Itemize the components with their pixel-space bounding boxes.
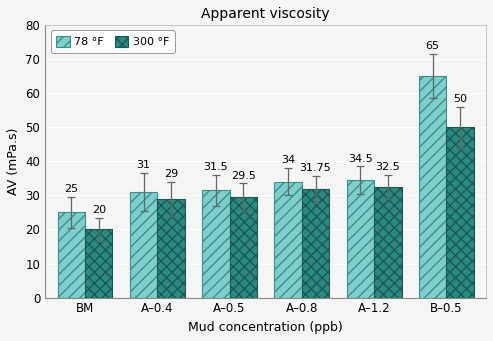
Bar [302, 189, 329, 298]
Bar [446, 127, 474, 298]
X-axis label: Mud concentration (ppb): Mud concentration (ppb) [188, 321, 343, 334]
Text: 31.75: 31.75 [300, 163, 331, 173]
Text: 29: 29 [164, 169, 178, 179]
Text: 34: 34 [281, 155, 295, 165]
Bar [419, 76, 446, 298]
Text: 25: 25 [64, 184, 78, 194]
Title: Apparent viscosity: Apparent viscosity [201, 7, 330, 21]
Bar [374, 187, 401, 298]
Text: 32.5: 32.5 [375, 162, 400, 172]
Bar [157, 199, 185, 298]
Bar [85, 229, 112, 298]
Text: 29.5: 29.5 [231, 171, 256, 181]
Text: 20: 20 [92, 205, 106, 215]
Bar [347, 180, 374, 298]
Text: 50: 50 [453, 94, 467, 104]
Bar [274, 182, 302, 298]
Text: 34.5: 34.5 [348, 154, 373, 164]
Legend: 78 °F, 300 °F: 78 °F, 300 °F [51, 30, 175, 53]
Text: 31: 31 [137, 161, 150, 170]
Bar [58, 212, 85, 298]
Bar [130, 192, 157, 298]
Y-axis label: AV (mPa.s): AV (mPa.s) [7, 128, 20, 195]
Bar [230, 197, 257, 298]
Text: 31.5: 31.5 [204, 162, 228, 172]
Bar [202, 190, 230, 298]
Text: 65: 65 [425, 41, 440, 51]
